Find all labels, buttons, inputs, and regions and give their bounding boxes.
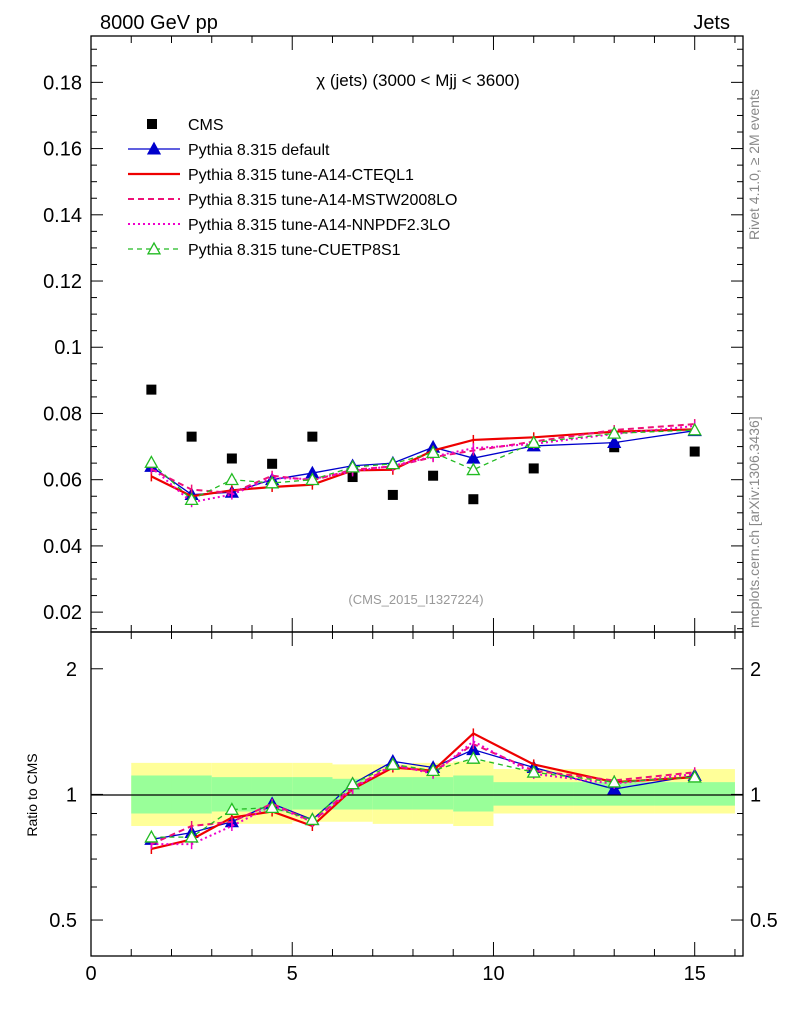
ratio-y-tick-label: 1: [66, 784, 77, 806]
plot-title: χ (jets) (3000 < Mjj < 3600): [316, 71, 520, 90]
ratio-band-inner: [453, 775, 494, 812]
cms-data-point: [307, 431, 318, 442]
ratio-y-tick-label-right: 2: [750, 659, 761, 681]
main-line-cteql1: [150, 428, 695, 498]
main-series-layer: [144, 384, 702, 508]
main-y-tick-label: 0.14: [43, 205, 82, 227]
main-y-tick-label: 0.18: [43, 72, 82, 94]
x-tick-label: 0: [85, 963, 96, 985]
cms-data-point: [468, 494, 479, 505]
x-tick-label: 10: [482, 963, 504, 985]
legend-label-cuetp8s1: Pythia 8.315 tune-CUETP8S1: [188, 242, 401, 259]
ratio-marker-cuetp8s1: [466, 751, 481, 764]
main-y-tick-label: 0.08: [43, 403, 82, 425]
main-y-tick-label: 0.16: [43, 139, 82, 161]
legend-cms-marker: [147, 119, 157, 129]
main-series-cuetp8s1: [144, 422, 702, 506]
main-line-mstw: [150, 423, 695, 494]
main-marker-cuetp8s1: [345, 459, 360, 473]
ratio-band-inner: [292, 777, 333, 810]
ratio-band-inner: [412, 777, 454, 810]
cms-data-point: [226, 453, 237, 464]
ratio-marker-cuetp8s1: [425, 763, 441, 777]
legend-label-nnpdf: Pythia 8.315 tune-A14-NNPDF2.3LO: [188, 217, 450, 234]
ratio-line-cuetp8s1: [151, 757, 695, 838]
ratio-line-mstw: [150, 742, 695, 846]
main-y-tick-label: 0.12: [43, 271, 82, 293]
legend-label-cteql1: Pythia 8.315 tune-A14-CTEQL1: [188, 167, 414, 184]
ratio-y-tick-label: 0.5: [49, 910, 77, 932]
main-line-cuetp8s1: [150, 429, 695, 501]
analysis-id-label: (CMS_2015_I1327224): [348, 592, 483, 607]
main-marker-cuetp8s1: [687, 422, 702, 436]
ratio-y-tick-label: 2: [66, 659, 77, 681]
main-marker-cuetp8s1: [305, 472, 320, 486]
cms-data-point: [146, 384, 157, 395]
main-marker-cuetp8s1: [224, 472, 239, 486]
cms-data-point: [267, 458, 278, 469]
ratio-marker-cuetp8s1: [385, 757, 400, 770]
main-axis-ticks: [90, 36, 743, 632]
header-observable-label: Jets: [693, 12, 730, 34]
cms-data-point: [186, 431, 197, 442]
main-y-tick-label: 0.06: [43, 470, 82, 492]
x-tick-labels: 0 5 10 15: [85, 963, 705, 985]
ratio-marker-cuetp8s1: [144, 829, 159, 843]
main-marker-default: [607, 435, 622, 449]
ratio-y-tick-labels: 0.5 0.5 1 1 2 2: [49, 659, 778, 932]
ratio-marker-cuetp8s1: [184, 829, 199, 843]
ratio-marker-cuetp8s1: [687, 769, 702, 783]
x-tick-label: 15: [684, 963, 706, 985]
ratio-series-cuetp8s1: [144, 751, 702, 843]
ratio-marker-cuetp8s1: [265, 800, 280, 814]
ratio-band-inner: [493, 782, 574, 806]
legend-label-default: Pythia 8.315 default: [188, 142, 330, 159]
legend-marker-cuetp8s1: [146, 241, 162, 255]
mcplots-source-label: mcplots.cern.ch [arXiv:1306.3436]: [746, 416, 762, 628]
cms-data-point: [428, 470, 439, 481]
legend: CMS Pythia 8.315 default Pythia 8.315 tune…: [128, 117, 457, 259]
main-marker-cuetp8s1: [184, 492, 199, 506]
ratio-marker-cuetp8s1: [305, 812, 320, 826]
main-marker-cuetp8s1: [385, 456, 400, 470]
main-y-tick-label: 0.02: [43, 602, 82, 624]
cms-data-point: [347, 472, 358, 483]
legend-marker-default: [146, 141, 162, 155]
main-marker-cuetp8s1: [144, 455, 159, 468]
ratio-y-axis-label: Ratio to CMS: [24, 753, 40, 836]
rivet-version-label: Rivet 4.1.0, ≥ 2M events: [746, 89, 762, 240]
main-marker-cuetp8s1: [526, 435, 541, 449]
main-marker-cuetp8s1: [607, 425, 622, 439]
main-y-tick-labels: 0.02 0.04 0.06 0.08 0.1 0.12 0.14 0.16 0.18: [43, 72, 82, 624]
ratio-axis-ticks: [90, 632, 743, 956]
ratio-marker-cuetp8s1: [224, 802, 239, 815]
x-tick-label: 5: [287, 963, 298, 985]
ratio-marker-cuetp8s1: [526, 764, 541, 778]
ratio-y-tick-label-right: 0.5: [750, 910, 778, 932]
ratio-marker-cuetp8s1: [345, 776, 360, 790]
ratio-y-tick-label-right: 1: [750, 784, 761, 806]
ratio-band-inner: [372, 777, 413, 810]
cms-data-point: [387, 489, 398, 500]
main-marker-cuetp8s1: [265, 475, 280, 489]
ratio-line-cteql1: [151, 732, 695, 851]
cms-data-point: [689, 446, 700, 457]
legend-label-mstw: Pythia 8.315 tune-A14-MSTW2008LO: [188, 192, 457, 209]
cms-data-point: [528, 463, 539, 474]
ratio-band-inner: [654, 782, 735, 806]
main-y-tick-label: 0.1: [54, 337, 82, 359]
main-marker-cuetp8s1: [425, 445, 441, 458]
ratio-panel: 0.5 0.5 1 1 2 2 0 5 10 15 Ratio to CMS: [24, 631, 778, 985]
ratio-series-layer: [144, 728, 702, 854]
main-marker-cuetp8s1: [466, 462, 481, 476]
ratio-marker-cuetp8s1: [607, 774, 622, 788]
header-collision-label: 8000 GeV pp: [100, 12, 218, 34]
legend-label-cms: CMS: [188, 117, 224, 134]
main-line-nnpdf: [150, 425, 695, 504]
main-panel: 0.02 0.04 0.06 0.08 0.1 0.12 0.14 0.16 0.18 χ (j…: [43, 35, 744, 633]
main-line-default: [150, 430, 695, 496]
ratio-line-default: [151, 748, 695, 841]
main-y-tick-label: 0.04: [43, 536, 82, 558]
